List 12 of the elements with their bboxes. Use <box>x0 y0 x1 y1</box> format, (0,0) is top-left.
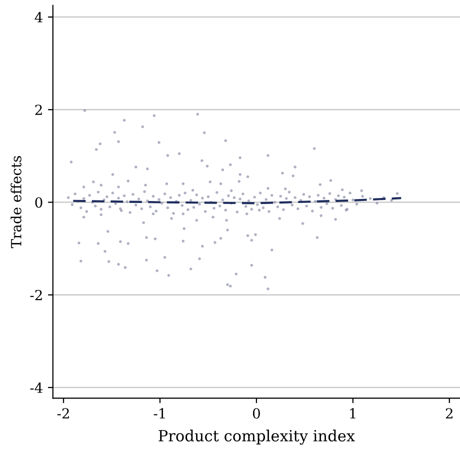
y-tick-label: -4 <box>30 382 42 393</box>
x-tick-label: 1 <box>350 408 356 418</box>
x-tick-label: 0 <box>252 408 260 419</box>
y-tick-label: 2 <box>35 104 42 115</box>
y-tick-label: 4 <box>34 12 42 22</box>
y-axis-title: Trade effects <box>10 156 22 248</box>
y-tick-label: 0 <box>35 197 42 208</box>
y-tick-label: -2 <box>30 290 42 300</box>
x-tick-label: -1 <box>154 408 165 418</box>
x-axis-title: Product complexity index <box>158 430 355 445</box>
x-tick-label: 2 <box>446 408 452 418</box>
x-tick-label: -2 <box>57 408 69 418</box>
